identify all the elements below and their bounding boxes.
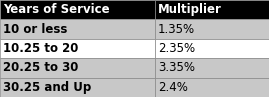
Text: 2.4%: 2.4% xyxy=(158,81,188,94)
Bar xyxy=(0,0,155,19)
Bar xyxy=(155,0,269,19)
Text: Years of Service: Years of Service xyxy=(3,3,110,16)
Bar xyxy=(155,19,269,39)
Bar xyxy=(155,58,269,78)
Bar xyxy=(0,39,155,58)
Text: 10.25 to 20: 10.25 to 20 xyxy=(3,42,79,55)
Text: 30.25 and Up: 30.25 and Up xyxy=(3,81,91,94)
Bar xyxy=(0,78,155,97)
Text: 20.25 to 30: 20.25 to 30 xyxy=(3,61,79,74)
Bar xyxy=(0,58,155,78)
Bar xyxy=(155,39,269,58)
Text: Multiplier: Multiplier xyxy=(158,3,222,16)
Bar xyxy=(155,78,269,97)
Text: 1.35%: 1.35% xyxy=(158,23,195,36)
Bar xyxy=(0,19,155,39)
Text: 3.35%: 3.35% xyxy=(158,61,195,74)
Text: 2.35%: 2.35% xyxy=(158,42,195,55)
Text: 10 or less: 10 or less xyxy=(3,23,68,36)
